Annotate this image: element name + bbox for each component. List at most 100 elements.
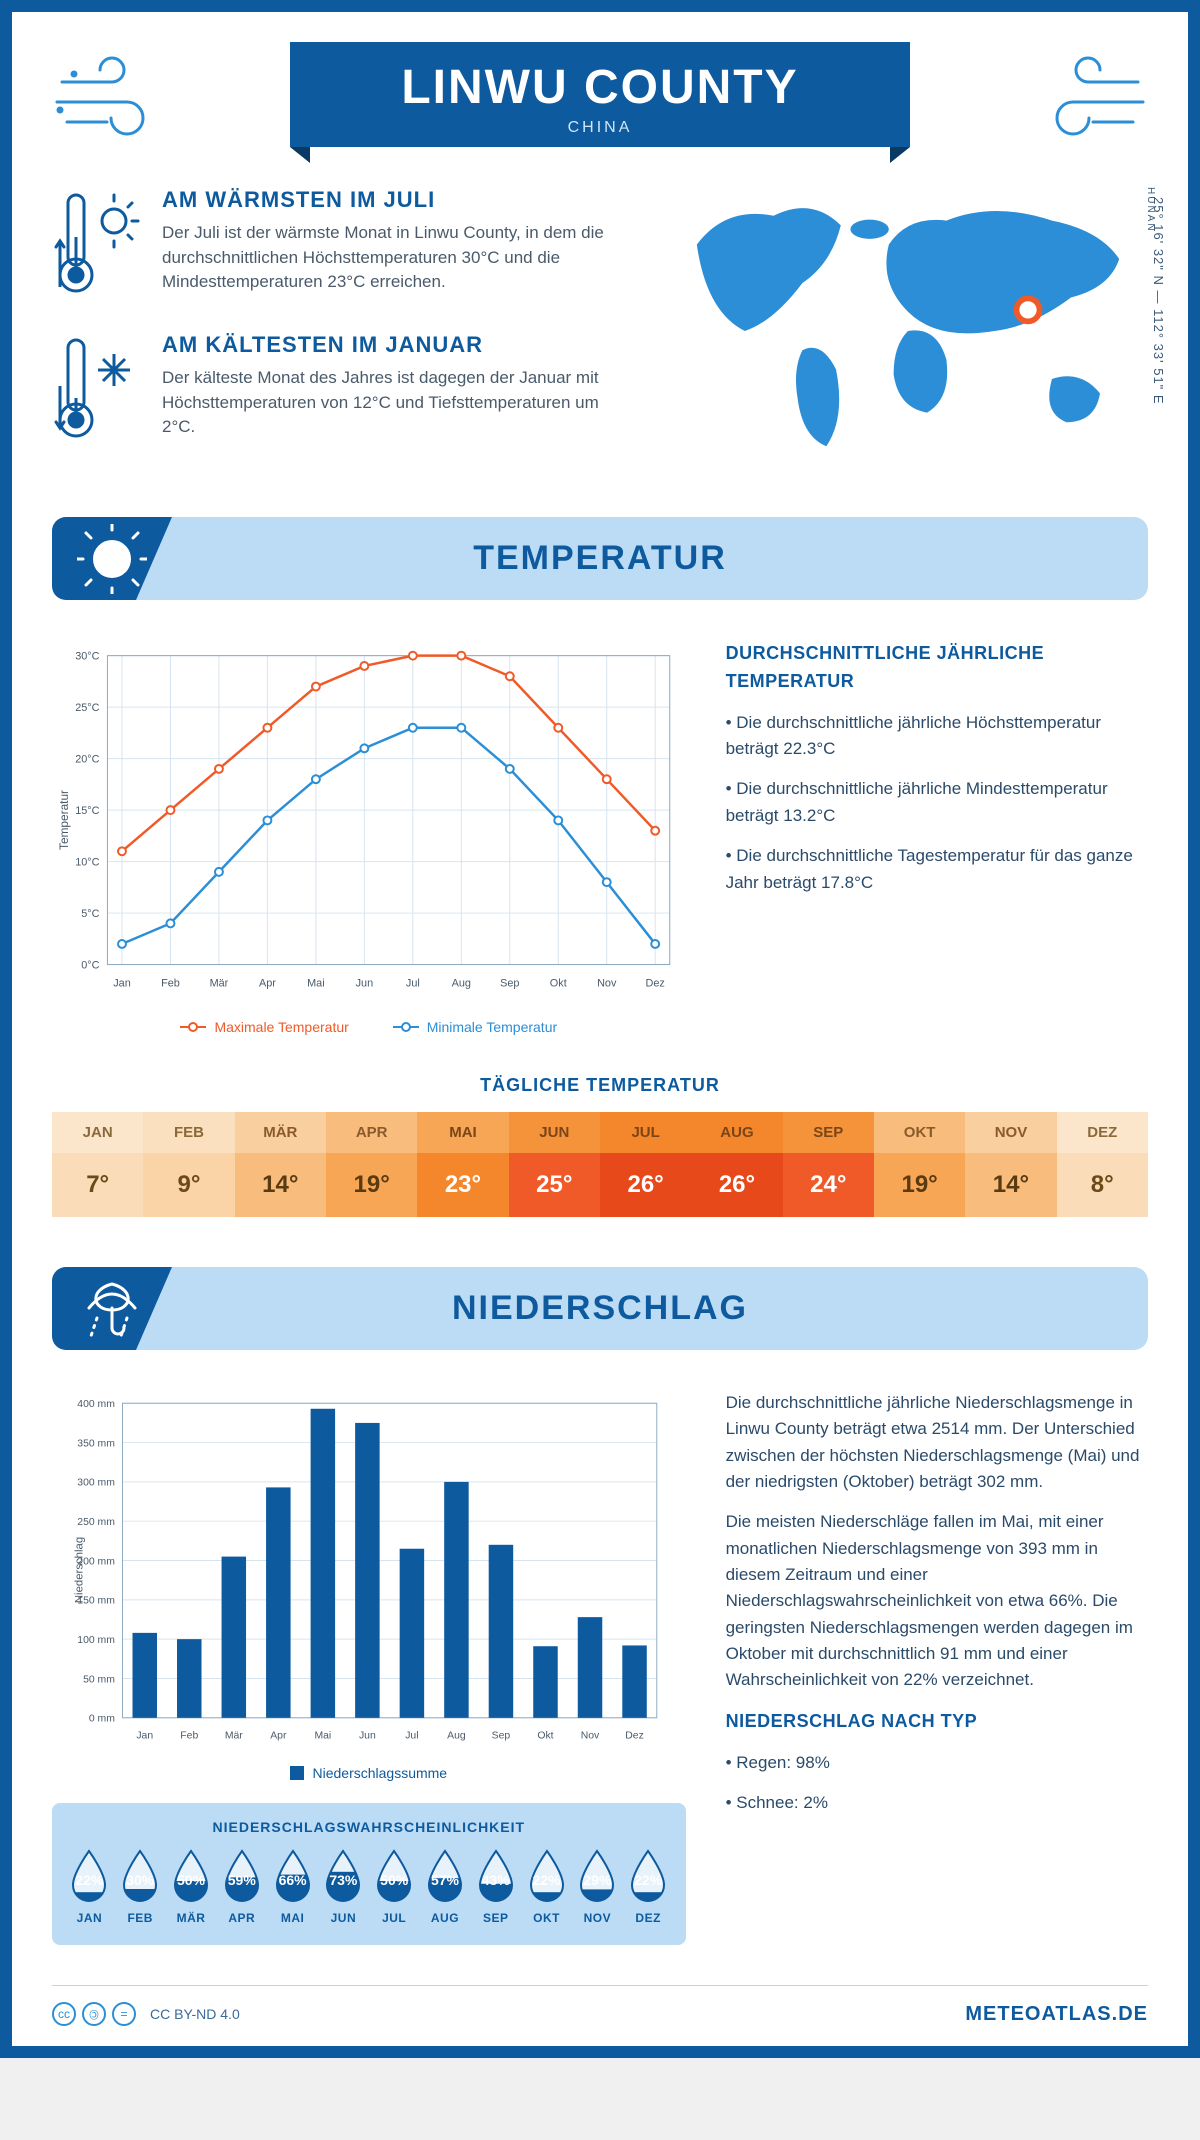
month-head: AUG: [691, 1112, 782, 1153]
prob-drop: 59%APR: [216, 1849, 267, 1925]
svg-text:Nov: Nov: [581, 1731, 600, 1742]
drop-icon: 29%: [575, 1849, 619, 1905]
drop-month-label: NOV: [572, 1911, 623, 1925]
map-marker-icon: [1016, 298, 1039, 321]
section-header-temperature: TEMPERATUR: [52, 517, 1148, 600]
intro-row: AM WÄRMSTEN IM JULI Der Juli ist der wär…: [52, 187, 1148, 477]
temp-aside: DURCHSCHNITTLICHE JÄHRLICHE TEMPERATUR •…: [726, 640, 1148, 1035]
drop-icon: 59%: [220, 1849, 264, 1905]
footer: cc 🄯 = CC BY-ND 4.0 METEOATLAS.DE: [52, 1985, 1148, 2026]
drop-month-label: OKT: [521, 1911, 572, 1925]
legend-precip: Niederschlagssumme: [312, 1765, 447, 1781]
drop-icon: 57%: [423, 1849, 467, 1905]
drop-month-label: DEZ: [623, 1911, 674, 1925]
drop-month-label: SEP: [470, 1911, 521, 1925]
svg-text:15°C: 15°C: [75, 805, 99, 817]
precip-section-title: NIEDERSCHLAG: [72, 1289, 1128, 1328]
svg-text:0°C: 0°C: [81, 959, 99, 971]
temperature-chart: 0°C5°C10°C15°C20°C25°C30°CJanFebMärAprMa…: [52, 640, 686, 1035]
svg-text:Nov: Nov: [597, 977, 617, 989]
svg-text:Sep: Sep: [492, 1731, 511, 1742]
svg-text:Jun: Jun: [356, 977, 374, 989]
drop-icon: 50%: [169, 1849, 213, 1905]
by-icon: 🄯: [82, 2002, 106, 2026]
precip-para1: Die durchschnittliche jährliche Niedersc…: [726, 1390, 1148, 1495]
prob-drop: 57% AUG: [420, 1849, 471, 1925]
svg-text:Jul: Jul: [406, 977, 420, 989]
drop-month-label: AUG: [420, 1911, 471, 1925]
svg-text:400 mm: 400 mm: [77, 1399, 115, 1410]
temp-aside-heading: DURCHSCHNITTLICHE JÄHRLICHE TEMPERATUR: [726, 640, 1148, 696]
world-map: [668, 187, 1148, 461]
prob-drop: 50%MÄR: [166, 1849, 217, 1925]
warmest-fact: AM WÄRMSTEN IM JULI Der Juli ist der wär…: [52, 187, 628, 302]
drop-icon: 66%: [271, 1849, 315, 1905]
temp-bullet: • Die durchschnittliche Tagestemperatur …: [726, 843, 1148, 896]
svg-text:300 mm: 300 mm: [77, 1478, 115, 1489]
prob-drop: 50%JUL: [369, 1849, 420, 1925]
legend-max: Maximale Temperatur: [214, 1019, 348, 1035]
month-cell: DEZ8°: [1057, 1112, 1148, 1217]
precip-legend: Niederschlagssumme: [52, 1765, 686, 1783]
precip-row: 0 mm50 mm100 mm150 mm200 mm250 mm300 mm3…: [52, 1390, 1148, 1945]
wind-icon: [1038, 52, 1148, 147]
country-label: CHINA: [370, 119, 830, 137]
precip-para2: Die meisten Niederschläge fallen im Mai,…: [726, 1509, 1148, 1693]
header: LINWU COUNTY CHINA: [52, 42, 1148, 147]
svg-text:25°C: 25°C: [75, 702, 99, 714]
month-head: JUL: [600, 1112, 691, 1153]
svg-text:Jan: Jan: [113, 977, 131, 989]
month-head: NOV: [965, 1112, 1056, 1153]
drop-month-label: JUN: [318, 1911, 369, 1925]
svg-text:Sep: Sep: [500, 977, 519, 989]
prob-drop: 22%DEZ: [623, 1849, 674, 1925]
month-cell: JUL26°: [600, 1112, 691, 1217]
svg-text:Dez: Dez: [625, 1731, 644, 1742]
svg-text:Apr: Apr: [259, 977, 276, 989]
month-value: 7°: [52, 1153, 143, 1217]
site-name: METEOATLAS.DE: [965, 2003, 1148, 2026]
prob-drop: 22%OKT: [521, 1849, 572, 1925]
month-value: 26°: [691, 1153, 782, 1217]
month-head: FEB: [143, 1112, 234, 1153]
svg-text:250 mm: 250 mm: [77, 1517, 115, 1528]
month-head: SEP: [783, 1112, 874, 1153]
sun-icon: [52, 517, 172, 600]
svg-text:Feb: Feb: [161, 977, 180, 989]
month-value: 23°: [417, 1153, 508, 1217]
svg-text:50 mm: 50 mm: [83, 1674, 115, 1685]
precip-type-bullet: • Schnee: 2%: [726, 1790, 1148, 1816]
svg-text:Okt: Okt: [550, 977, 567, 989]
svg-text:Niederschlag: Niederschlag: [74, 1537, 86, 1603]
month-cell: JUN25°: [509, 1112, 600, 1217]
temp-section-title: TEMPERATUR: [72, 539, 1128, 578]
daily-temp-title: TÄGLICHE TEMPERATUR: [52, 1075, 1148, 1096]
month-head: OKT: [874, 1112, 965, 1153]
svg-text:Aug: Aug: [447, 1731, 466, 1742]
drop-month-label: MAI: [267, 1911, 318, 1925]
month-cell: AUG26°: [691, 1112, 782, 1217]
month-cell: APR19°: [326, 1112, 417, 1217]
drop-month-label: JAN: [64, 1911, 115, 1925]
coldest-heading: AM KÄLTESTEN IM JANUAR: [162, 332, 628, 358]
drop-icon: 30%: [118, 1849, 162, 1905]
precip-probability-panel: NIEDERSCHLAGSWAHRSCHEINLICHKEIT 22%JAN 3…: [52, 1803, 686, 1945]
license-text: CC BY-ND 4.0: [150, 2002, 240, 2026]
month-cell: MÄR14°: [235, 1112, 326, 1217]
month-cell: MAI23°: [417, 1112, 508, 1217]
temp-legend: Maximale Temperatur Minimale Temperatur: [52, 1015, 686, 1035]
svg-text:Temperatur: Temperatur: [57, 790, 71, 850]
precip-type-bullet: • Regen: 98%: [726, 1750, 1148, 1776]
svg-text:Mär: Mär: [210, 977, 229, 989]
prob-drop: 73%JUN: [318, 1849, 369, 1925]
month-value: 14°: [965, 1153, 1056, 1217]
umbrella-icon: [52, 1267, 172, 1350]
map-column: HUNAN 25° 16' 32" N — 112° 33' 51" E: [668, 187, 1148, 477]
drop-month-label: JUL: [369, 1911, 420, 1925]
svg-text:Mär: Mär: [225, 1731, 243, 1742]
title-banner: LINWU COUNTY CHINA: [290, 42, 910, 147]
svg-text:Apr: Apr: [270, 1731, 287, 1742]
prob-drop: 22% JAN: [64, 1849, 115, 1925]
svg-text:Jul: Jul: [405, 1731, 418, 1742]
drop-icon: 22%: [67, 1849, 111, 1905]
